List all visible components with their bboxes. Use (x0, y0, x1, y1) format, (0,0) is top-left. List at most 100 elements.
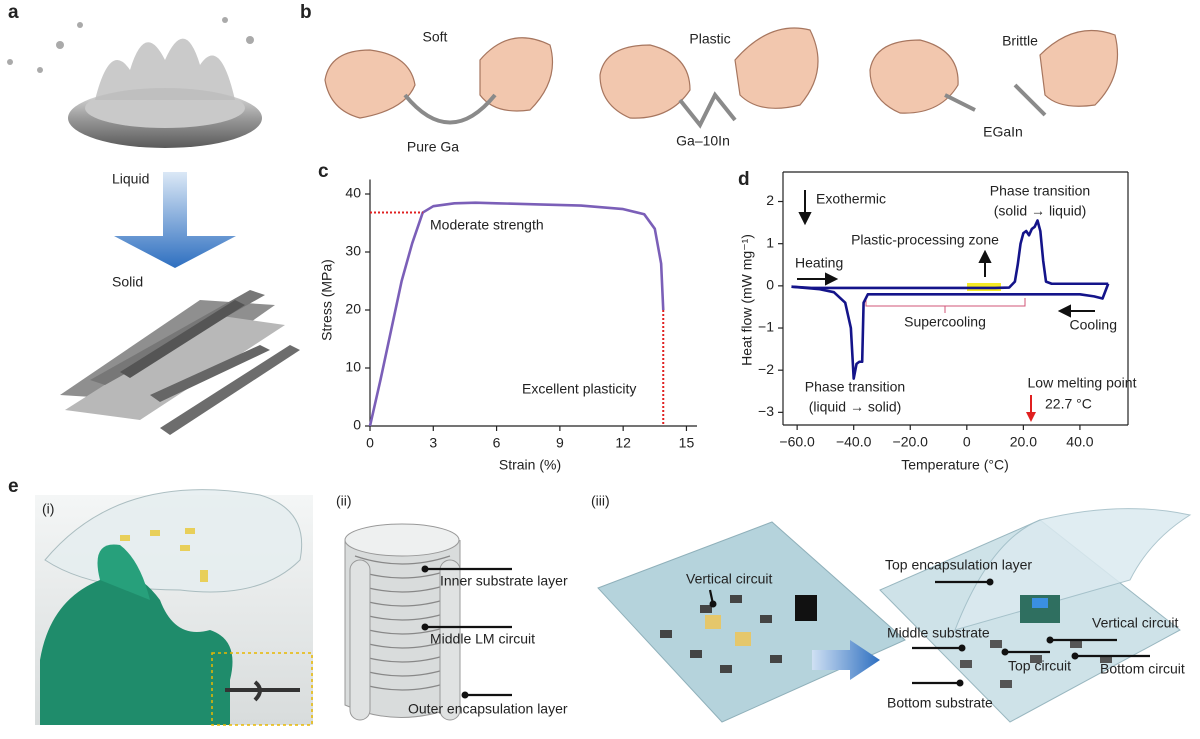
y-tick-label: −2 (758, 361, 774, 377)
shape (720, 665, 732, 673)
shape (734, 27, 819, 109)
arrows (797, 190, 1095, 318)
y-tick-label: 40 (345, 185, 361, 201)
shape (479, 37, 554, 112)
shape (120, 528, 208, 582)
leader-dot (421, 565, 429, 573)
label: Inner substrate layer (440, 573, 568, 589)
layered-slab (879, 508, 1192, 723)
shape (1071, 652, 1079, 660)
shape (95, 38, 235, 100)
label: Outer encapsulation layer (408, 701, 568, 717)
shape (956, 679, 964, 687)
shape (354, 555, 451, 565)
label: Pure Ga (407, 139, 459, 155)
y-tick-label: −1 (758, 319, 774, 335)
annotation: Cooling (1070, 317, 1117, 333)
shape (56, 41, 64, 49)
shape (1030, 655, 1042, 663)
shape (660, 630, 672, 638)
x-tick-label: 12 (615, 435, 631, 451)
arrow (114, 172, 236, 268)
y-axis-label: Stress (MPa) (319, 259, 335, 341)
shape (960, 640, 1112, 688)
y-tick-label: 30 (345, 243, 361, 259)
shape (439, 559, 461, 721)
shape (735, 632, 751, 646)
panel-label: b (300, 2, 312, 23)
line-series (791, 219, 1109, 290)
label: EGaIn (983, 124, 1023, 140)
shape (120, 535, 130, 541)
annotation: (solid → liquid) (994, 203, 1087, 219)
liquid-splash (7, 17, 262, 148)
annotation: Phase transition (990, 183, 1090, 199)
label: Middle substrate (887, 625, 990, 641)
photo (35, 489, 313, 726)
shape (1046, 636, 1054, 644)
shape (798, 212, 812, 226)
shape (944, 93, 976, 112)
label: Middle LM circuit (430, 631, 535, 647)
shape (978, 249, 992, 263)
shape (1070, 640, 1082, 648)
shape (1013, 83, 1047, 117)
shape (403, 93, 497, 125)
shape (869, 39, 959, 114)
annotation: Moderate strength (430, 217, 544, 233)
y-tick-label: 10 (345, 359, 361, 375)
y-tick-label: 2 (766, 192, 774, 208)
shape (1057, 304, 1071, 318)
shape (705, 615, 721, 629)
leader-lines (708, 580, 1150, 685)
wires (403, 83, 1047, 129)
circuit-slab (597, 521, 906, 723)
shape (597, 521, 906, 723)
shape (160, 345, 300, 435)
shape (795, 595, 817, 621)
shape (709, 600, 717, 608)
shape (986, 578, 994, 586)
y-tick-label: 0 (766, 277, 774, 293)
label: (iii) (591, 493, 610, 509)
label: (i) (42, 501, 54, 517)
panel-label: a (8, 2, 19, 23)
shape (705, 615, 751, 646)
shape (1100, 655, 1112, 663)
solid-bars (60, 290, 300, 435)
x-tick-label: 15 (679, 435, 695, 451)
shape (678, 91, 737, 129)
shape (211, 652, 313, 726)
shape (770, 655, 782, 663)
shape (599, 44, 691, 119)
shape (700, 605, 712, 613)
annotation: Supercooling (904, 314, 986, 330)
x-tick-label: −60.0 (779, 434, 815, 450)
shape (150, 530, 160, 536)
y-tick-label: 1 (766, 234, 774, 250)
panel-label: e (8, 476, 19, 497)
annotation: Plastic-processing zone (851, 232, 999, 248)
shape (730, 595, 742, 603)
y-tick-label: 20 (345, 301, 361, 317)
annotation: Heating (795, 255, 843, 271)
cylinder (344, 523, 461, 721)
shape (954, 508, 1192, 631)
shape (185, 528, 195, 534)
label: Plastic (689, 31, 730, 47)
shape (690, 650, 702, 658)
x-tick-label: −20.0 (893, 434, 929, 450)
shape (40, 573, 233, 725)
shape (324, 49, 416, 119)
shape (825, 272, 839, 286)
label: Liquid (112, 171, 149, 187)
shape (200, 570, 208, 582)
x-tick-label: 0 (366, 435, 374, 451)
annotation: Excellent plasticity (522, 381, 636, 397)
shape (1001, 648, 1009, 656)
annotation: 22.7 °C (1045, 396, 1092, 412)
y-tick-label: −3 (758, 403, 774, 419)
shape (150, 345, 270, 402)
annotation: (liquid → solid) (809, 399, 902, 415)
